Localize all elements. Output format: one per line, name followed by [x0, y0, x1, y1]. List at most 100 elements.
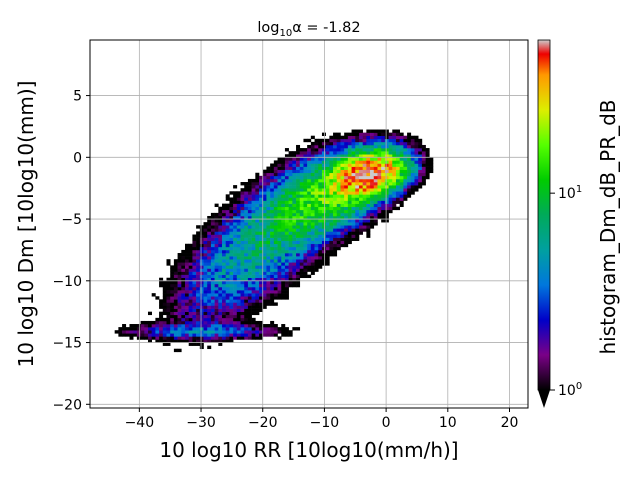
heatmap-cell — [414, 160, 419, 164]
heatmap-cell — [173, 299, 178, 303]
heatmap-cell — [229, 231, 234, 235]
heatmap-cell — [214, 324, 219, 328]
heatmap-cell — [314, 138, 319, 143]
heatmap-cell — [307, 259, 312, 263]
heatmap-cell — [173, 268, 178, 272]
heatmap-cell — [284, 154, 289, 158]
heatmap-cell — [244, 225, 249, 229]
heatmap-cell — [340, 243, 345, 248]
heatmap-cell — [222, 253, 227, 257]
heatmap-cell — [173, 339, 178, 343]
heatmap-cell — [392, 163, 397, 167]
heatmap-cell — [262, 283, 267, 288]
heatmap-cell — [370, 148, 375, 152]
heatmap-cell — [299, 200, 304, 204]
heatmap-cell — [240, 327, 245, 331]
heatmap-cell — [229, 274, 234, 279]
heatmap-cell — [233, 265, 238, 269]
heatmap-cell — [303, 163, 308, 167]
heatmap-cell — [225, 203, 230, 208]
x-tick-label: −40 — [125, 415, 155, 431]
heatmap-cell — [281, 237, 286, 241]
heatmap-cell — [296, 188, 301, 192]
heatmap-cell — [251, 259, 256, 263]
heatmap-cell — [314, 197, 319, 201]
heatmap-cell — [344, 231, 349, 235]
heatmap-cell — [181, 283, 186, 288]
heatmap-cell — [314, 203, 319, 208]
heatmap-cell — [355, 129, 360, 133]
heatmap-cell — [277, 268, 282, 272]
heatmap-cell — [347, 197, 352, 201]
heatmap-cell — [247, 333, 252, 337]
heatmap-cell — [318, 203, 323, 208]
heatmap-cell — [418, 163, 423, 167]
heatmap-cell — [425, 154, 430, 158]
heatmap-cell — [314, 215, 319, 220]
heatmap-cell — [181, 265, 186, 269]
heatmap-cell — [373, 135, 378, 140]
heatmap-cell — [314, 172, 319, 177]
heatmap-cell — [214, 265, 219, 269]
heatmap-cell — [251, 231, 256, 235]
heatmap-cell — [292, 256, 297, 260]
heatmap-cell — [303, 160, 308, 164]
heatmap-cell — [318, 249, 323, 254]
heatmap-cell — [310, 135, 315, 140]
heatmap-cell — [273, 302, 278, 306]
heatmap-cell — [273, 188, 278, 192]
heatmap-cell — [207, 336, 212, 340]
heatmap-cell — [277, 222, 282, 226]
heatmap-cell — [229, 259, 234, 263]
heatmap-cell — [262, 185, 267, 189]
heatmap-cell — [229, 203, 234, 208]
heatmap-cell — [240, 274, 245, 279]
heatmap-cell — [170, 302, 175, 306]
heatmap-cell — [307, 178, 312, 183]
heatmap-cell — [351, 129, 356, 133]
heatmap-cell — [247, 203, 252, 208]
heatmap-cell — [273, 277, 278, 282]
heatmap-cell — [333, 178, 338, 183]
heatmap-cell — [244, 256, 249, 260]
heatmap-cell — [136, 324, 141, 328]
heatmap-cell — [318, 172, 323, 177]
heatmap-cell — [292, 219, 297, 223]
heatmap-cell — [259, 274, 264, 279]
heatmap-cell — [177, 317, 182, 322]
heatmap-cell — [336, 234, 341, 238]
y-tick-label: −15 — [52, 336, 82, 352]
heatmap-cell — [292, 160, 297, 164]
heatmap-cell — [247, 336, 252, 340]
heatmap-cell — [399, 151, 404, 155]
heatmap-cell — [270, 178, 275, 183]
heatmap-cell — [173, 314, 178, 319]
heatmap-cell — [299, 225, 304, 229]
heatmap-cell — [384, 203, 389, 208]
heatmap-cell — [329, 228, 334, 232]
heatmap-cell — [255, 286, 260, 291]
heatmap-cell — [347, 148, 352, 152]
heatmap-cell — [321, 246, 326, 251]
heatmap-cell — [410, 175, 415, 180]
heatmap-cell — [373, 129, 378, 133]
heatmap-cell — [277, 166, 282, 170]
heatmap-cell — [329, 151, 334, 155]
heatmap-cell — [147, 311, 152, 316]
heatmap-cell — [218, 246, 223, 251]
heatmap-cell — [288, 200, 293, 204]
heatmap-cell — [233, 200, 238, 204]
heatmap-cell — [351, 231, 356, 235]
heatmap-cell — [303, 243, 308, 248]
heatmap-cell — [214, 203, 219, 208]
heatmap-cell — [259, 277, 264, 282]
heatmap-cell — [288, 191, 293, 195]
heatmap-cell — [307, 203, 312, 208]
heatmap-cell — [303, 225, 308, 229]
heatmap-cell — [203, 271, 208, 275]
heatmap-cell — [410, 138, 415, 143]
heatmap-cell — [222, 296, 227, 300]
heatmap-cell — [325, 141, 330, 146]
heatmap-cell — [284, 283, 289, 288]
heatmap-cell — [373, 163, 378, 167]
